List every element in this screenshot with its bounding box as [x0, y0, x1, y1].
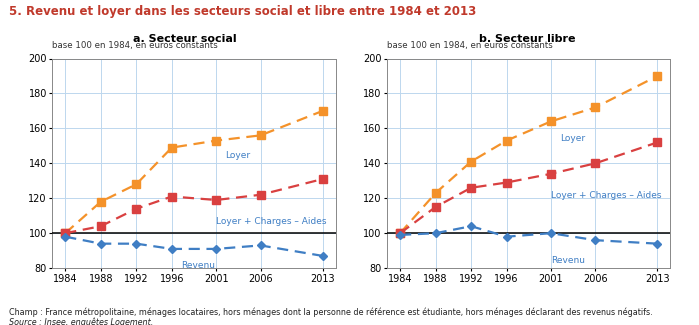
- Text: Revenu: Revenu: [180, 261, 215, 270]
- Text: Source : Insee, enquêtes Logement.: Source : Insee, enquêtes Logement.: [9, 318, 153, 325]
- Text: b. Secteur libre: b. Secteur libre: [480, 34, 576, 44]
- Text: Revenu: Revenu: [551, 256, 585, 265]
- Text: 5. Revenu et loyer dans les secteurs social et libre entre 1984 et 2013: 5. Revenu et loyer dans les secteurs soc…: [9, 5, 476, 18]
- Text: a. Secteur social: a. Secteur social: [134, 34, 237, 44]
- Text: Champ : France métropolitaine, ménages locataires, hors ménages dont la personne: Champ : France métropolitaine, ménages l…: [9, 307, 653, 317]
- Text: Loyer: Loyer: [560, 134, 585, 143]
- Text: Loyer + Charges – Aides: Loyer + Charges – Aides: [216, 217, 326, 227]
- Text: base 100 en 1984, en euros constants: base 100 en 1984, en euros constants: [52, 41, 218, 50]
- Text: base 100 en 1984, en euros constants: base 100 en 1984, en euros constants: [387, 41, 553, 50]
- Text: Loyer + Charges – Aides: Loyer + Charges – Aides: [551, 191, 661, 200]
- Text: Loyer: Loyer: [225, 151, 250, 160]
